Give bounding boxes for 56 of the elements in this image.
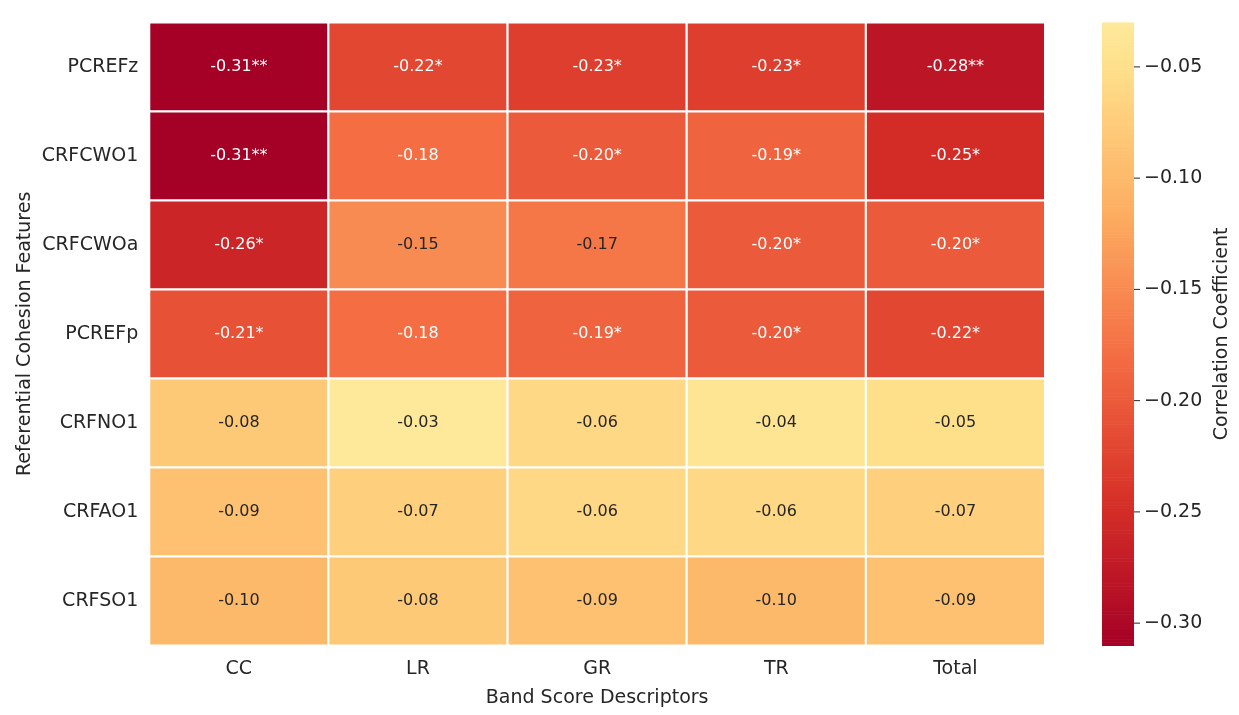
- data-label: -0.03: [397, 412, 439, 432]
- y-tick-label: CRFSO1: [62, 587, 139, 610]
- color-bar-label: −0.10: [1144, 165, 1203, 188]
- x-tick-label: LR: [406, 655, 430, 678]
- data-label: -0.08: [397, 590, 439, 610]
- data-label: -0.10: [218, 590, 260, 610]
- data-label: -0.07: [397, 501, 439, 521]
- data-label: -0.23*: [572, 56, 622, 76]
- data-label: -0.15: [397, 234, 439, 254]
- color-bar-label: −0.25: [1144, 498, 1203, 521]
- color-bar-label: −0.30: [1144, 610, 1203, 633]
- data-label: -0.10: [755, 590, 797, 610]
- data-label: -0.08: [218, 412, 260, 432]
- data-label: -0.06: [576, 412, 618, 432]
- data-label: -0.06: [755, 501, 797, 521]
- x-tick-label: GR: [583, 655, 612, 678]
- data-label: -0.31**: [210, 56, 268, 76]
- data-label: -0.06: [576, 501, 618, 521]
- data-label: -0.20*: [751, 234, 801, 254]
- data-label: -0.19*: [751, 145, 801, 165]
- data-label: -0.07: [934, 501, 977, 521]
- data-label: -0.25*: [930, 145, 981, 165]
- data-label: -0.05: [934, 412, 977, 432]
- data-label: -0.18: [397, 323, 439, 343]
- data-label: -0.22*: [393, 56, 443, 76]
- data-label: -0.20*: [751, 323, 801, 343]
- x-tick-label: Total: [932, 655, 978, 678]
- color-bar-label: −0.20: [1144, 387, 1203, 410]
- data-label: -0.04: [755, 412, 797, 432]
- data-label: -0.26*: [214, 234, 264, 254]
- y-tick-label: CRFCWOa: [42, 231, 139, 254]
- data-label: -0.23*: [751, 56, 801, 76]
- color-bar-title: Correlation Coefficient: [1208, 227, 1231, 441]
- y-axis-title: Referential Cohesion Features: [12, 191, 35, 477]
- data-label: -0.20*: [930, 234, 981, 254]
- x-axis-title: Band Score Descriptors: [485, 684, 709, 707]
- data-label: -0.18: [397, 145, 439, 165]
- data-label: -0.22*: [930, 323, 981, 343]
- data-label: -0.31**: [210, 145, 268, 165]
- x-tick-label: CC: [225, 655, 253, 678]
- data-label: -0.17: [576, 234, 618, 254]
- y-tick-label: PCREFz: [67, 53, 139, 76]
- data-label: -0.20*: [572, 145, 622, 165]
- color-bar-label: −0.15: [1144, 276, 1203, 299]
- data-label: -0.09: [576, 590, 618, 610]
- data-label: -0.19*: [572, 323, 622, 343]
- color-bar-label: −0.05: [1144, 53, 1203, 76]
- y-tick-label: PCREFp: [65, 320, 139, 343]
- y-tick-label: CRFCWO1: [41, 142, 139, 165]
- y-tick-label: CRFAO1: [62, 498, 139, 521]
- data-label: -0.21*: [214, 323, 264, 343]
- x-tick-label: TR: [762, 655, 789, 678]
- data-label: -0.28**: [926, 56, 985, 76]
- data-label: -0.09: [218, 501, 260, 521]
- y-tick-label: CRFNO1: [59, 409, 139, 432]
- data-label: -0.09: [934, 590, 977, 610]
